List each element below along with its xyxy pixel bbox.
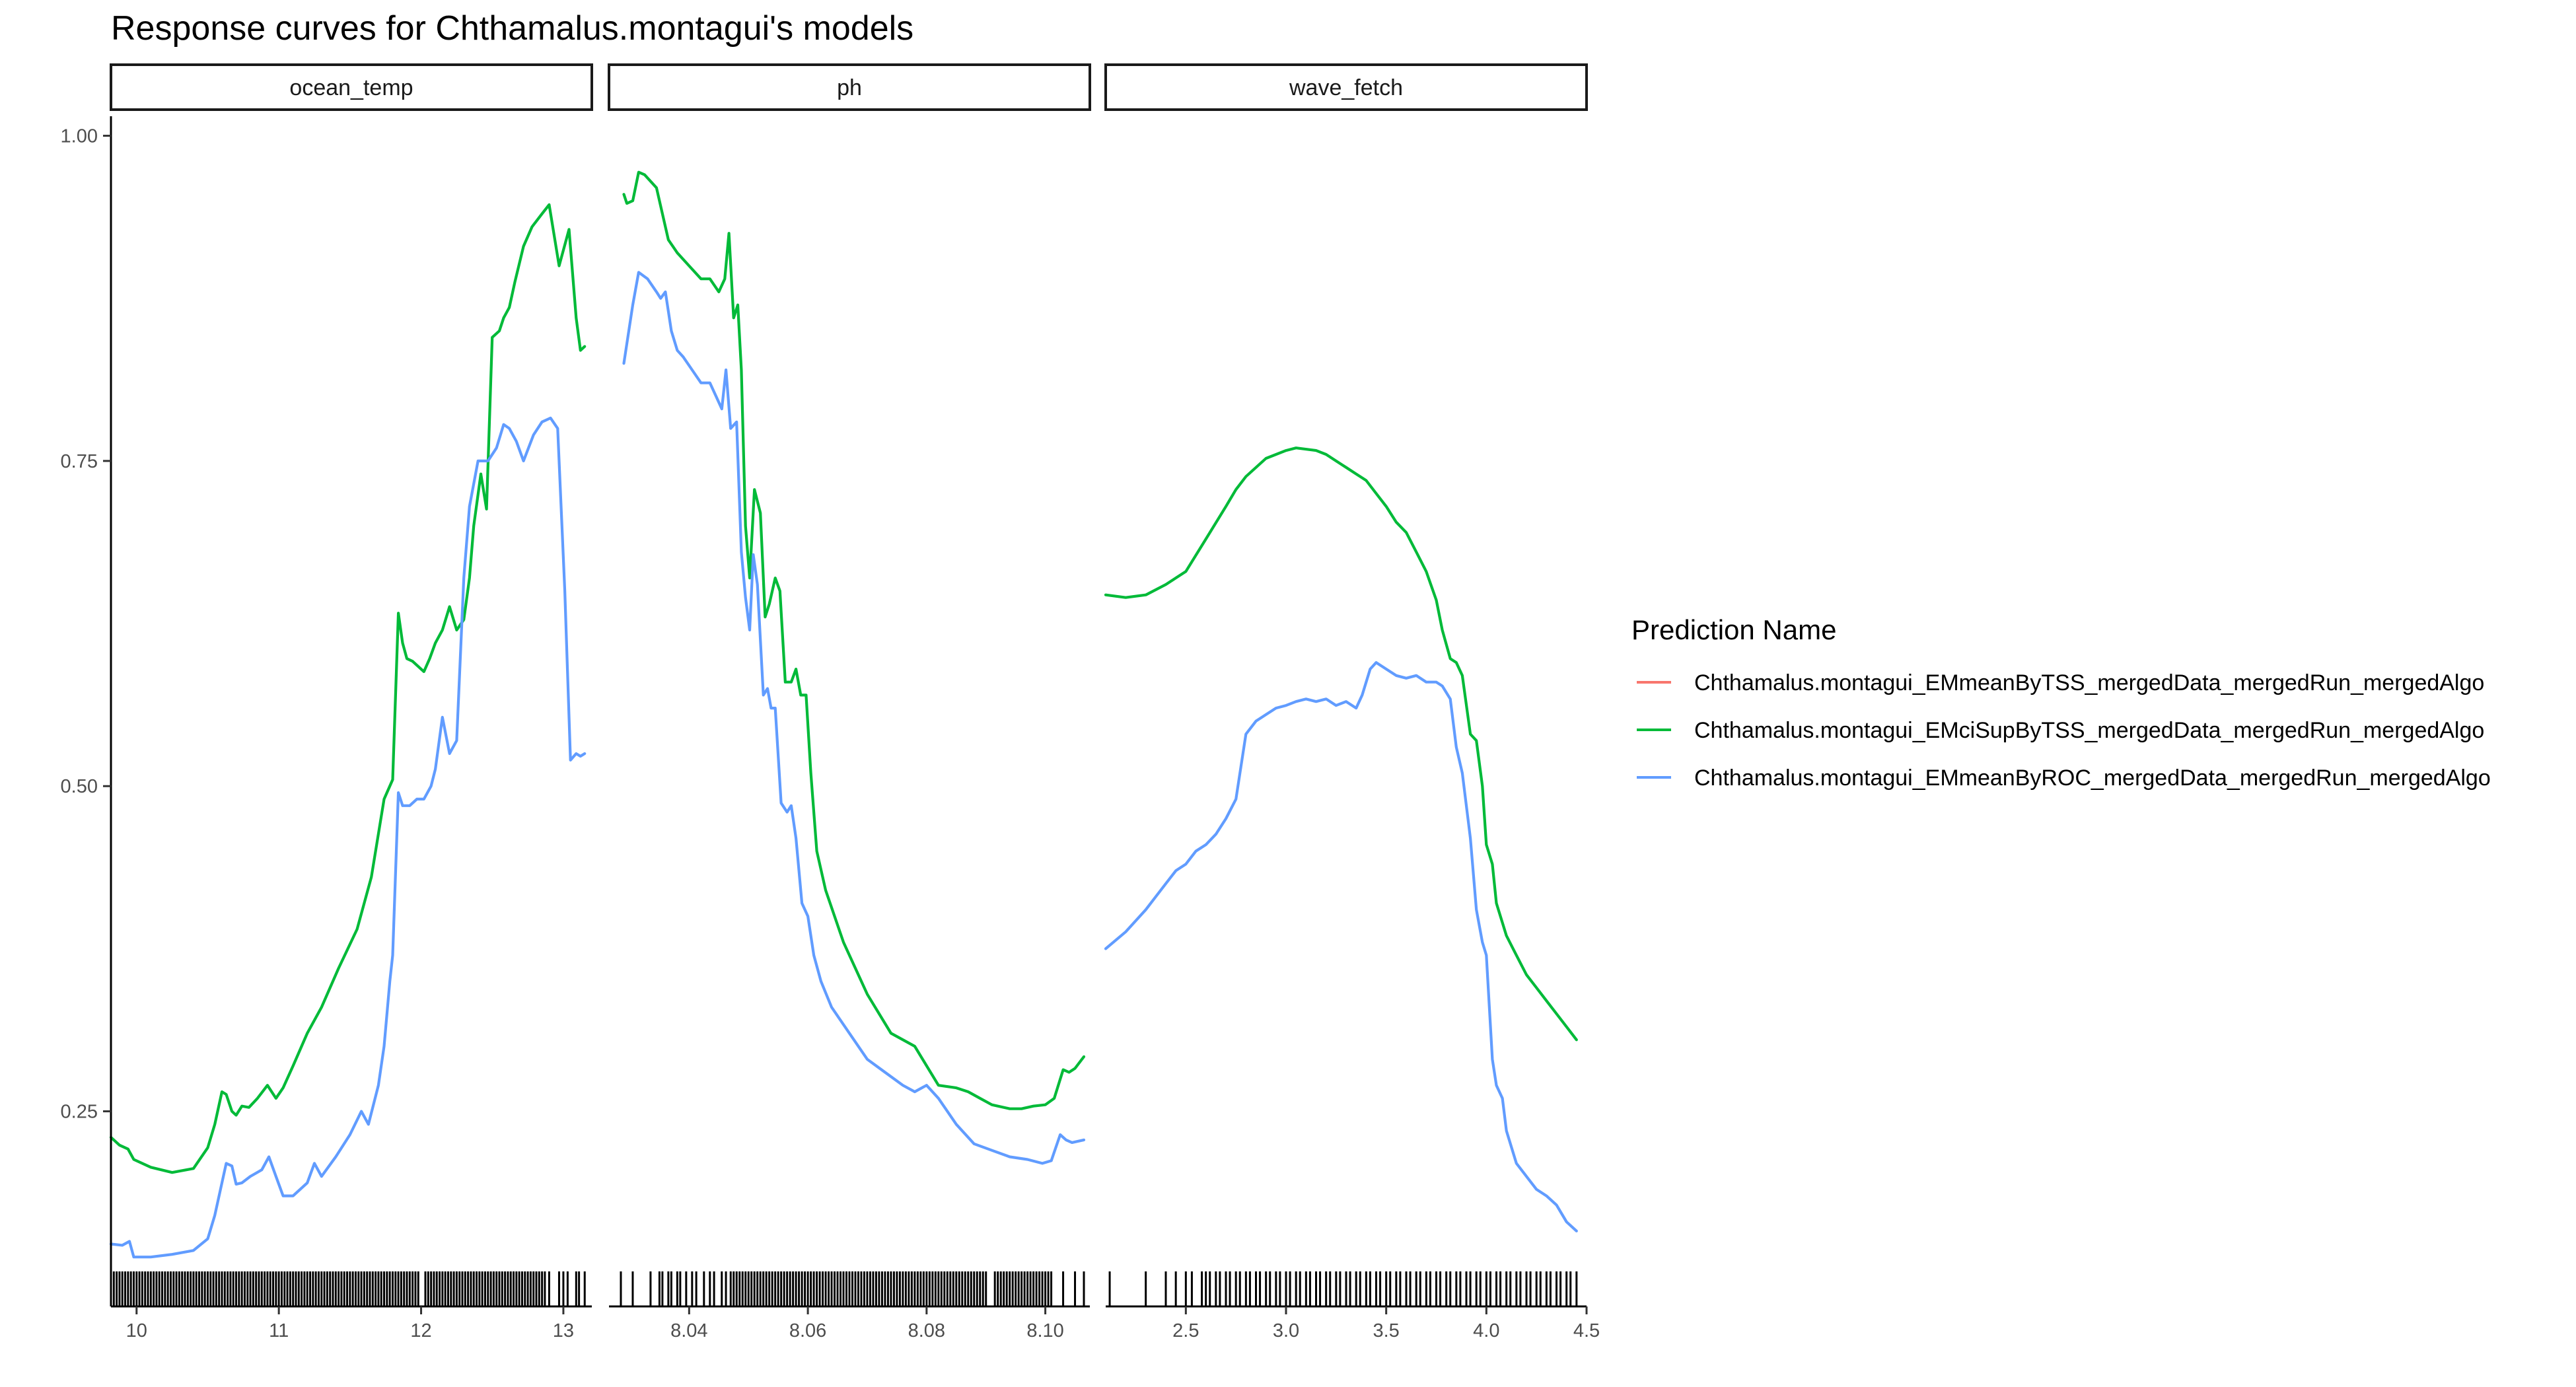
y-tick-label: 0.50: [61, 776, 98, 797]
legend-entry: Chthamalus.montagui_EMciSupByTSS_mergedD…: [1637, 718, 2484, 743]
x-tick-label: 3.0: [1273, 1320, 1299, 1341]
x-tick-label: 8.10: [1026, 1320, 1063, 1341]
legend-entry: Chthamalus.montagui_EMmeanByTSS_mergedDa…: [1637, 670, 2484, 695]
rug-marks: [110, 1271, 586, 1306]
x-tick-label: 12: [410, 1320, 431, 1341]
facet-panel-ocean_temp: ocean_temp 10 11 12 13: [109, 63, 593, 1341]
y-tick-label: 0.25: [61, 1102, 98, 1123]
facet-panel-wave_fetch: wave_fetch 2.5 3.0 3.5 4.0 4.5: [1104, 63, 1600, 1341]
facet-panels: ocean_temp 10 11 12 13 ph 8.04 8.06 8.08 8.10 wave…: [109, 63, 1600, 1341]
x-tick-label: 4.0: [1473, 1320, 1499, 1341]
facet-strip-label: wave_fetch: [1289, 75, 1403, 100]
chart-title: Response curves for Chthamalus.montagui'…: [111, 9, 913, 48]
series-line-2: [109, 416, 587, 1259]
x-tick-label: 3.5: [1373, 1320, 1400, 1341]
series-line-1: [622, 170, 1086, 1110]
x-tick-label: 8.04: [670, 1320, 707, 1341]
y-tick-label: 0.75: [61, 451, 98, 472]
legend-label: Chthamalus.montagui_EMmeanByTSS_mergedDa…: [1694, 670, 2484, 695]
facet-strip-label: ocean_temp: [289, 75, 413, 100]
legend: Prediction Name Chthamalus.montagui_EMme…: [1631, 614, 2491, 791]
facet-panel-ph: ph 8.04 8.06 8.08 8.10: [608, 63, 1091, 1341]
rug-marks: [620, 1271, 1085, 1306]
x-tick-label: 4.5: [1573, 1320, 1600, 1341]
legend-title: Prediction Name: [1631, 614, 1836, 645]
facet-strip-box: [110, 63, 593, 111]
x-tick-label: 11: [269, 1320, 289, 1341]
series-line-2: [1104, 660, 1578, 1232]
x-tick-label: 8.08: [908, 1320, 945, 1341]
x-tick-label: 8.06: [789, 1320, 826, 1341]
facet-strip-box: [1104, 63, 1588, 111]
series-line-1: [1104, 446, 1578, 1042]
series-line-2: [622, 271, 1086, 1165]
facet-strip-box: [608, 63, 1091, 111]
y-axis: 0.25 0.50 0.75 1.00: [61, 116, 112, 1306]
x-tick-label: 10: [126, 1320, 147, 1341]
legend-entry: Chthamalus.montagui_EMmeanByROC_mergedDa…: [1637, 765, 2491, 791]
series-line-1: [109, 203, 587, 1174]
x-tick-label: 2.5: [1172, 1320, 1199, 1341]
rug-marks: [1108, 1271, 1578, 1306]
facet-strip-label: ph: [837, 75, 862, 100]
legend-label: Chthamalus.montagui_EMciSupByTSS_mergedD…: [1694, 718, 2484, 743]
legend-label: Chthamalus.montagui_EMmeanByROC_mergedDa…: [1694, 765, 2491, 791]
y-tick-label: 1.00: [61, 126, 98, 147]
x-tick-label: 13: [553, 1320, 574, 1341]
